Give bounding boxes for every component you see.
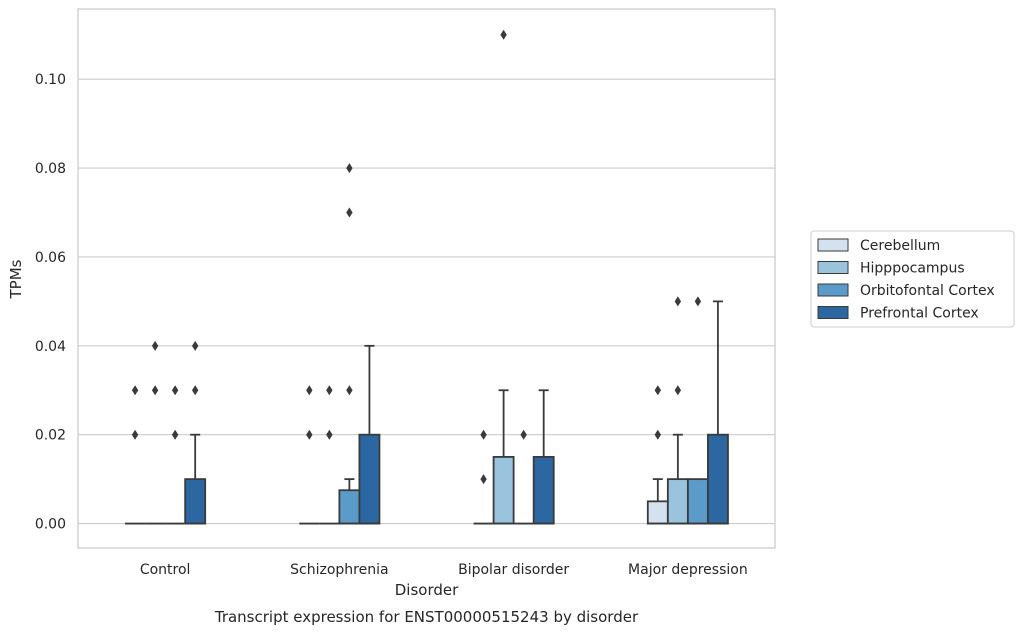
box: [646, 500, 669, 525]
outlier-point: [346, 163, 353, 174]
x-tick-labels: Control Schizophrenia Bipolar disorder Majo…: [140, 562, 748, 578]
box: [338, 489, 361, 525]
legend-swatch: [817, 283, 849, 297]
outlier-point: [694, 296, 702, 307]
outlier-point: [346, 385, 353, 396]
outlier-point: [654, 385, 662, 396]
outlier-point: [131, 385, 139, 396]
outlier-point: [191, 340, 199, 351]
plot-frame: [77, 8, 776, 549]
x-tick-label: Control: [140, 562, 191, 578]
outlier-point: [326, 385, 333, 396]
y-tick-label: 0.10: [35, 72, 66, 88]
y-tick-label: 0.00: [35, 517, 66, 533]
legend-swatch: [817, 261, 849, 274]
y-tick-label: 0.04: [35, 339, 66, 355]
outlier-point: [131, 429, 139, 440]
outlier-point: [151, 385, 159, 396]
box: [686, 478, 709, 525]
outlier-point: [171, 429, 179, 440]
x-tick-label: Major depression: [628, 562, 748, 578]
outlier-point: [500, 29, 507, 40]
outlier-point: [674, 296, 682, 307]
legend: Cerebellum Hipppocampus Orbitofontal Corte…: [810, 230, 1015, 328]
x-axis-label: Disorder: [395, 581, 459, 599]
outlier-point: [654, 429, 662, 440]
outlier-point: [306, 429, 313, 440]
outlier-point: [520, 429, 527, 440]
box: [184, 478, 207, 525]
box: [532, 456, 555, 525]
outlier-point: [171, 385, 179, 396]
legend-swatch: [817, 306, 849, 319]
outlier-point: [191, 385, 199, 396]
outlier-point: [326, 429, 333, 440]
y-axis-label: TPMs: [7, 259, 25, 299]
outlier-point: [151, 340, 159, 351]
legend-entry-label: Cerebellum: [860, 238, 940, 254]
legend-entry-label: Hipppocampus: [860, 261, 965, 277]
outlier-point: [306, 385, 313, 396]
x-tick-label: Bipolar disorder: [458, 562, 569, 578]
outlier-point: [346, 207, 353, 218]
outlier-point: [480, 429, 487, 440]
legend-entry-label: Orbitofontal Cortex: [860, 283, 995, 299]
x-tick-label: Schizophrenia: [290, 562, 388, 578]
outlier-point: [674, 385, 682, 396]
legend-entry-label: Prefrontal Cortex: [860, 306, 979, 322]
grid-lines: [78, 78, 775, 525]
box: [707, 433, 729, 525]
box: [358, 433, 381, 525]
chart-caption: Transcript expression for ENST0000051524…: [214, 608, 639, 626]
outlier-point: [480, 474, 487, 485]
y-tick-label: 0.02: [35, 428, 66, 444]
box: [492, 456, 515, 525]
legend-frame: [810, 230, 1015, 328]
box: [666, 478, 689, 525]
y-tick-labels: 0.00 0.02 0.04 0.06 0.08 0.10: [35, 72, 66, 532]
box-layer: [125, 29, 729, 525]
y-tick-label: 0.08: [35, 161, 66, 177]
legend-swatch: [817, 238, 849, 252]
y-tick-label: 0.06: [35, 250, 66, 266]
